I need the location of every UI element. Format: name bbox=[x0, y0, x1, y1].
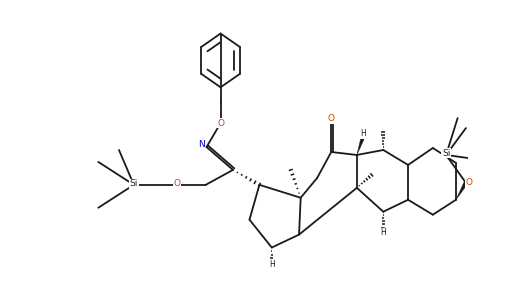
Text: O: O bbox=[173, 179, 180, 188]
Text: Si: Si bbox=[130, 179, 138, 188]
Text: N: N bbox=[198, 139, 204, 148]
Text: H: H bbox=[360, 129, 366, 138]
Text: Si: Si bbox=[442, 149, 450, 158]
Text: H: H bbox=[269, 260, 274, 268]
Polygon shape bbox=[357, 137, 364, 155]
Polygon shape bbox=[456, 182, 468, 200]
Text: O: O bbox=[466, 178, 473, 187]
Text: O: O bbox=[217, 119, 224, 128]
Text: O: O bbox=[328, 114, 335, 123]
Text: H: H bbox=[381, 228, 386, 237]
